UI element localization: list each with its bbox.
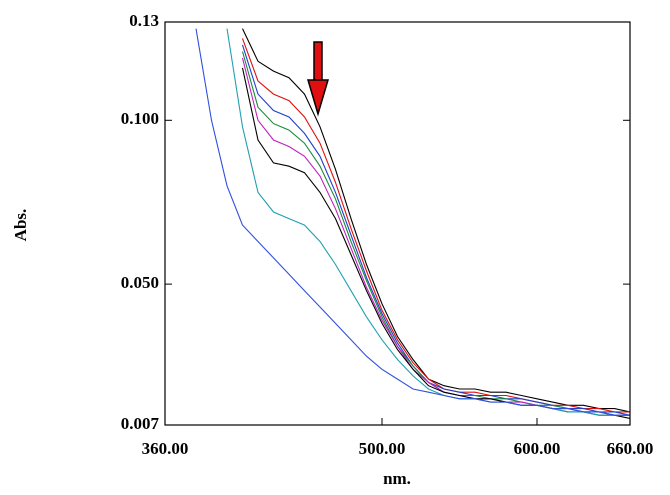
spectrum-line xyxy=(241,38,630,413)
spectrum-line xyxy=(242,28,630,413)
spectrum-line xyxy=(195,28,630,416)
x-tick-label: 600.00 xyxy=(514,439,561,458)
arrow xyxy=(306,41,330,117)
x-tick-label: 500.00 xyxy=(359,439,406,458)
spectrum-line xyxy=(241,51,630,416)
y-tick-label: 0.100 xyxy=(121,109,159,128)
plot-lines xyxy=(195,28,630,419)
y-axis-label: Abs. xyxy=(11,209,30,242)
y-tick-label: 0.050 xyxy=(121,273,159,292)
spectrum-line xyxy=(226,28,630,416)
x-tick-label: 660.00 xyxy=(607,439,654,458)
x-axis-label: nm. xyxy=(383,469,411,488)
y-tick-label: 0.007 xyxy=(121,414,160,433)
x-tick-label: 360.00 xyxy=(142,439,189,458)
plot-frame xyxy=(164,21,631,426)
spectrum-line xyxy=(241,57,630,416)
spectrum-line xyxy=(241,44,630,416)
spectrum-line xyxy=(241,67,630,419)
y-tick-label: 0.13 xyxy=(129,11,159,30)
